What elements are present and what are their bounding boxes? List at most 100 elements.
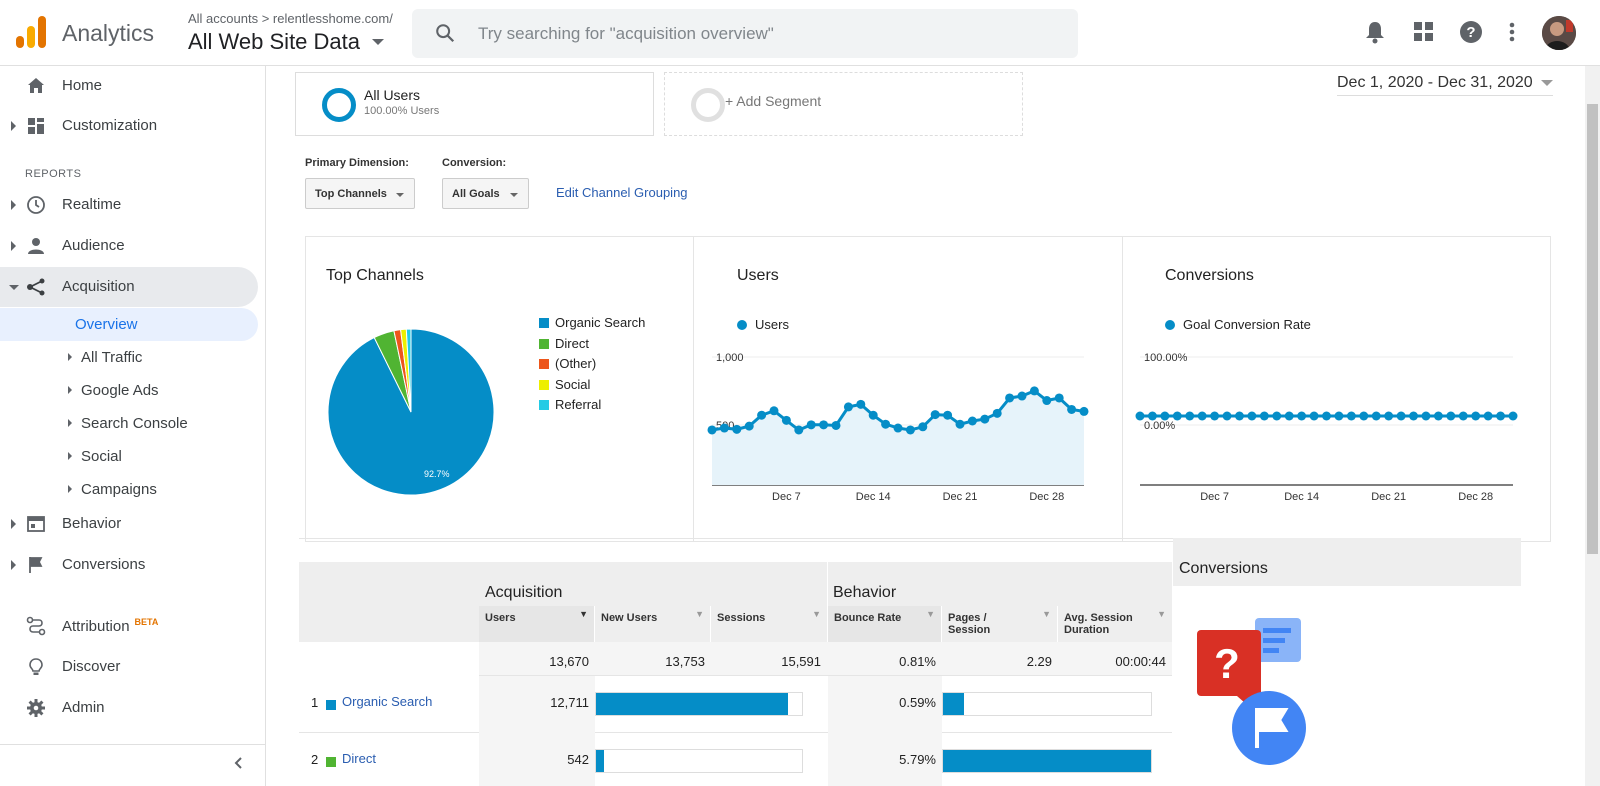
avatar[interactable] — [1542, 16, 1576, 50]
data-point[interactable] — [1384, 411, 1394, 421]
legend-item[interactable]: Referral — [539, 397, 601, 412]
data-point[interactable] — [819, 420, 829, 430]
col-pages-session[interactable]: Pages / Session ▼ — [942, 606, 1058, 642]
data-point[interactable] — [732, 424, 742, 434]
data-point[interactable] — [781, 415, 791, 425]
channel-link[interactable]: Direct — [342, 751, 376, 766]
sidebar-subitem-google-ads[interactable]: Google Ads — [0, 374, 258, 407]
chevron-down-icon[interactable] — [372, 39, 384, 45]
data-point[interactable] — [707, 425, 717, 435]
data-point[interactable] — [1409, 411, 1419, 421]
segment-all-users[interactable]: All Users 100.00% Users — [295, 72, 654, 136]
sidebar-item-attribution[interactable]: Attribution BETA — [0, 606, 258, 646]
data-point[interactable] — [1346, 411, 1356, 421]
data-point[interactable] — [905, 425, 915, 435]
col-new-users[interactable]: New Users ▼ — [595, 606, 711, 642]
data-point[interactable] — [757, 410, 767, 420]
col-sessions[interactable]: Sessions ▼ — [711, 606, 827, 642]
data-point[interactable] — [1029, 386, 1039, 396]
scrollbar[interactable] — [1585, 66, 1600, 786]
data-point[interactable] — [1471, 411, 1481, 421]
analytics-logo-icon[interactable] — [16, 16, 46, 48]
data-point[interactable] — [1067, 404, 1077, 414]
scrollbar-thumb[interactable] — [1587, 104, 1598, 554]
add-segment-button[interactable]: + Add Segment — [664, 72, 1023, 136]
data-point[interactable] — [1135, 411, 1145, 421]
sidebar-subitem-overview[interactable]: Overview — [0, 308, 258, 341]
data-point[interactable] — [1042, 396, 1052, 406]
pie-chart[interactable]: 92.7% — [326, 327, 496, 497]
data-point[interactable] — [1197, 411, 1207, 421]
data-point[interactable] — [967, 416, 977, 426]
data-point[interactable] — [1247, 411, 1257, 421]
sidebar-subitem-campaigns[interactable]: Campaigns — [0, 473, 258, 506]
data-point[interactable] — [1272, 411, 1282, 421]
table-row[interactable]: 1 Organic Search 12,711 0.59% — [299, 676, 1172, 733]
data-point[interactable] — [1210, 411, 1220, 421]
data-point[interactable] — [955, 419, 965, 429]
date-range-picker[interactable]: Dec 1, 2020 - Dec 31, 2020 — [1337, 74, 1553, 96]
data-point[interactable] — [843, 402, 853, 412]
pie-slice-referral[interactable] — [405, 328, 412, 413]
bell-icon[interactable] — [1364, 20, 1386, 44]
data-point[interactable] — [1259, 411, 1269, 421]
data-point[interactable] — [794, 425, 804, 435]
sidebar-item-discover[interactable]: Discover — [0, 647, 258, 687]
data-point[interactable] — [1172, 411, 1182, 421]
data-point[interactable] — [856, 399, 866, 409]
data-point[interactable] — [1322, 411, 1331, 421]
sidebar-subitem-all-traffic[interactable]: All Traffic — [0, 341, 258, 374]
data-point[interactable] — [1359, 411, 1369, 421]
data-point[interactable] — [868, 410, 878, 420]
data-point[interactable] — [1433, 411, 1443, 421]
data-point[interactable] — [1309, 411, 1319, 421]
sidebar-item-acquisition[interactable]: Acquisition — [0, 267, 258, 307]
search-box[interactable]: Try searching for "acquisition overview" — [412, 9, 1078, 58]
data-point[interactable] — [1371, 411, 1381, 421]
data-point[interactable] — [1185, 411, 1195, 421]
collapse-sidebar-icon[interactable] — [232, 756, 246, 770]
sidebar-item-customization[interactable]: Customization — [0, 106, 258, 146]
more-vert-icon[interactable] — [1509, 22, 1515, 42]
data-point[interactable] — [881, 419, 891, 429]
edit-channel-grouping-link[interactable]: Edit Channel Grouping — [556, 185, 688, 200]
data-point[interactable] — [980, 414, 990, 424]
data-point[interactable] — [1147, 411, 1157, 421]
data-point[interactable] — [1421, 411, 1431, 421]
conversions-line-chart[interactable]: 100.00% 0.00% Dec 7 Dec 14 Dec 21 Dec 28 — [1123, 337, 1552, 517]
data-point[interactable] — [1508, 411, 1518, 421]
primary-dimension-dropdown[interactable]: Top Channels — [305, 178, 415, 209]
legend-item[interactable]: Direct — [539, 336, 589, 351]
data-point[interactable] — [1496, 411, 1506, 421]
sidebar-item-admin[interactable]: Admin — [0, 688, 258, 728]
pie-slice-organic-search[interactable] — [327, 328, 495, 496]
data-point[interactable] — [806, 420, 816, 430]
data-point[interactable] — [943, 410, 953, 420]
data-point[interactable] — [1396, 411, 1406, 421]
data-point[interactable] — [1446, 411, 1456, 421]
data-point[interactable] — [930, 410, 940, 420]
data-point[interactable] — [1284, 411, 1294, 421]
data-point[interactable] — [918, 422, 928, 432]
sidebar-item-behavior[interactable]: Behavior — [0, 504, 258, 544]
col-bounce-rate[interactable]: Bounce Rate ▼ — [828, 606, 942, 642]
col-avg-session-duration[interactable]: Avg. Session Duration ▼ — [1058, 606, 1172, 642]
data-point[interactable] — [1458, 411, 1468, 421]
data-point[interactable] — [893, 423, 903, 433]
data-point[interactable] — [1483, 411, 1493, 421]
data-point[interactable] — [1234, 411, 1244, 421]
sidebar-subitem-search-console[interactable]: Search Console — [0, 407, 258, 440]
data-point[interactable] — [1005, 393, 1015, 403]
sidebar-item-home[interactable]: Home — [0, 66, 258, 106]
data-point[interactable] — [769, 406, 779, 416]
sidebar-item-audience[interactable]: Audience — [0, 226, 258, 266]
sidebar-subitem-social[interactable]: Social — [0, 440, 258, 473]
data-point[interactable] — [744, 421, 754, 431]
data-point[interactable] — [1054, 393, 1064, 403]
data-point[interactable] — [1017, 391, 1027, 401]
legend-item[interactable]: (Other) — [539, 356, 596, 371]
legend-item[interactable]: Organic Search — [539, 315, 645, 330]
legend-item[interactable]: Social — [539, 377, 590, 392]
data-point[interactable] — [1160, 411, 1170, 421]
